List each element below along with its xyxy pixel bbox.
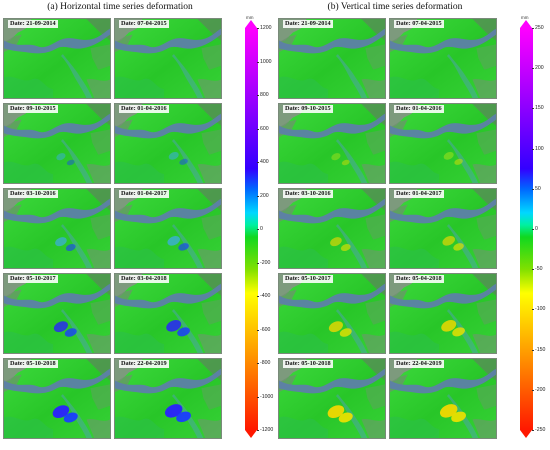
map-tile: Date: 03-10-2016 (278, 188, 386, 269)
map-grid: Date: 21-09-2014 Date: 07-04-2015 Date: 09… (278, 18, 502, 444)
date-label: Date: 09-10-2015 (8, 105, 58, 113)
date-label: Date: 05-04-2018 (394, 275, 444, 283)
map-tile: Date: 07-04-2015 (389, 18, 497, 99)
colorbar: mm 1200 1000 800 600 400 200 0 -200 -400 -600 -800… (245, 15, 273, 438)
map-tile: Date: 22-04-2019 (114, 358, 222, 439)
colorbar-tick-label: 200 (257, 192, 269, 199)
colorbar-tick-label: 800 (257, 92, 269, 98)
colorbar-gradient (245, 28, 258, 430)
date-label: Date: 07-04-2015 (394, 20, 444, 28)
colorbar-max-arrow (520, 20, 532, 28)
date-label: Date: 09-10-2015 (283, 105, 333, 113)
colorbar-tick-label: -100 (531, 306, 546, 313)
date-label: Date: 01-04-2016 (394, 105, 444, 113)
colorbar-tick-label: -50 (532, 266, 543, 273)
map-tile: Date: 21-09-2014 (3, 18, 111, 99)
map-tile: Date: 21-09-2014 (278, 18, 386, 99)
date-label: Date: 05-10-2018 (8, 360, 58, 368)
colorbar-tick-label: -250 (531, 427, 546, 433)
map-tile: Date: 05-10-2018 (3, 358, 111, 439)
date-label: Date: 03-04-2018 (119, 275, 169, 283)
date-label: Date: 22-04-2019 (119, 360, 169, 368)
map-tile: Date: 05-10-2017 (278, 273, 386, 354)
colorbar-tick-label: 50 (532, 185, 541, 192)
date-label: Date: 01-04-2017 (119, 190, 169, 198)
panel-title: (a) Horizontal time series deformation (47, 2, 193, 12)
colorbar-tick-label: -600 (256, 326, 271, 333)
colorbar-tick-label: 150 (532, 105, 544, 112)
colorbar-tick-label: 600 (257, 125, 269, 132)
colorbar-tick-label: 0 (257, 226, 263, 232)
map-tile: Date: 05-04-2018 (389, 273, 497, 354)
colorbar-tick-label: -200 (531, 386, 546, 393)
map-tile: Date: 01-04-2017 (114, 188, 222, 269)
map-tile: Date: 05-10-2017 (3, 273, 111, 354)
date-label: Date: 03-10-2016 (283, 190, 333, 198)
colorbar-min-arrow (245, 430, 257, 438)
date-label: Date: 07-04-2015 (119, 20, 169, 28)
colorbar-tick-label: 400 (257, 159, 269, 165)
colorbar-unit: mm (246, 15, 254, 20)
vertical-deformation-panel: (b) Vertical time series deformation Dat… (275, 0, 550, 450)
colorbar-tick-label: -1000 (256, 393, 274, 400)
map-tile: Date: 05-10-2018 (278, 358, 386, 439)
map-tile: Date: 07-04-2015 (114, 18, 222, 99)
map-tile: Date: 03-10-2016 (3, 188, 111, 269)
colorbar-gradient (520, 28, 533, 430)
map-tile: Date: 01-04-2016 (389, 103, 497, 184)
colorbar: mm 250 200 150 100 50 0 -50 -100 -150 -200 -250 (520, 15, 545, 438)
date-label: Date: 01-04-2017 (394, 190, 444, 198)
map-tile: Date: 01-04-2017 (389, 188, 497, 269)
date-label: Date: 22-04-2019 (394, 360, 444, 368)
colorbar-max-arrow (245, 20, 257, 28)
date-label: Date: 05-10-2017 (8, 275, 58, 283)
map-tile: Date: 22-04-2019 (389, 358, 497, 439)
map-grid: Date: 21-09-2014 Date: 07-04-2015 Date: 09… (3, 18, 227, 444)
map-tile: Date: 09-10-2015 (3, 103, 111, 184)
colorbar-tick-label: -150 (531, 346, 546, 353)
date-label: Date: 05-10-2018 (283, 360, 333, 368)
panel-title: (b) Vertical time series deformation (327, 2, 463, 12)
map-tile: Date: 03-04-2018 (114, 273, 222, 354)
colorbar-tick-label: -800 (256, 360, 271, 366)
colorbar-tick-label: 250 (532, 25, 544, 31)
colorbar-tick-label: -200 (256, 259, 271, 266)
horizontal-deformation-panel: (a) Horizontal time series deformation D… (3, 2, 273, 444)
date-label: Date: 21-09-2014 (8, 20, 58, 28)
colorbar-tick-label: 1000 (257, 58, 272, 65)
colorbar-tick-label: 1200 (257, 25, 272, 31)
colorbar-tick-label: 100 (532, 145, 544, 152)
map-tile: Date: 09-10-2015 (278, 103, 386, 184)
date-label: Date: 05-10-2017 (283, 275, 333, 283)
date-label: Date: 03-10-2016 (8, 190, 58, 198)
colorbar-unit: mm (521, 15, 529, 20)
colorbar-tick-label: 200 (532, 65, 544, 72)
date-label: Date: 21-09-2014 (283, 20, 333, 28)
colorbar-tick-label: -1200 (256, 427, 274, 433)
colorbar-min-arrow (520, 430, 532, 438)
date-label: Date: 01-04-2016 (119, 105, 169, 113)
map-tile: Date: 01-04-2016 (114, 103, 222, 184)
colorbar-tick-label: 0 (532, 226, 538, 232)
colorbar-tick-label: -400 (256, 293, 271, 299)
